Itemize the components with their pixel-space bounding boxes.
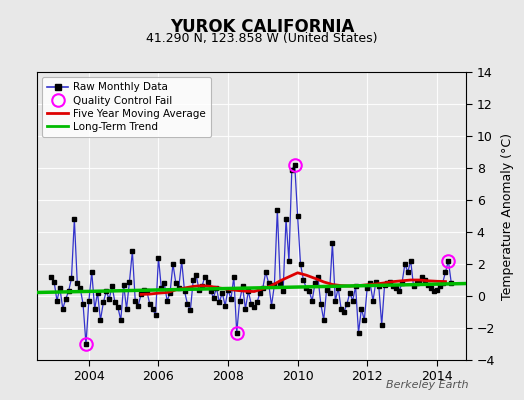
Legend: Raw Monthly Data, Quality Control Fail, Five Year Moving Average, Long-Term Tren: Raw Monthly Data, Quality Control Fail, …: [42, 77, 211, 137]
Y-axis label: Temperature Anomaly (°C): Temperature Anomaly (°C): [501, 132, 514, 300]
Text: Berkeley Earth: Berkeley Earth: [387, 380, 469, 390]
Text: 41.290 N, 123.858 W (United States): 41.290 N, 123.858 W (United States): [146, 32, 378, 45]
Text: YUROK CALIFORNIA: YUROK CALIFORNIA: [170, 18, 354, 36]
